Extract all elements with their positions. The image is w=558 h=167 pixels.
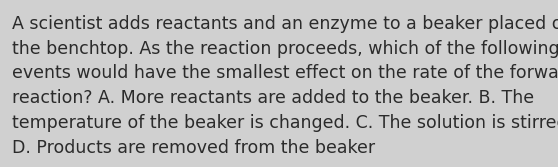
- Text: reaction? A. More reactants are added to the beaker. B. The: reaction? A. More reactants are added to…: [12, 89, 535, 107]
- Text: events would have the smallest effect on the rate of the forward: events would have the smallest effect on…: [12, 64, 558, 82]
- Text: the benchtop. As the reaction proceeds, which of the following: the benchtop. As the reaction proceeds, …: [12, 40, 558, 58]
- Text: A scientist adds reactants and an enzyme to a beaker placed on: A scientist adds reactants and an enzyme…: [12, 15, 558, 33]
- Text: temperature of the beaker is changed. C. The solution is stirred.: temperature of the beaker is changed. C.…: [12, 114, 558, 132]
- Text: D. Products are removed from the beaker: D. Products are removed from the beaker: [12, 139, 376, 157]
